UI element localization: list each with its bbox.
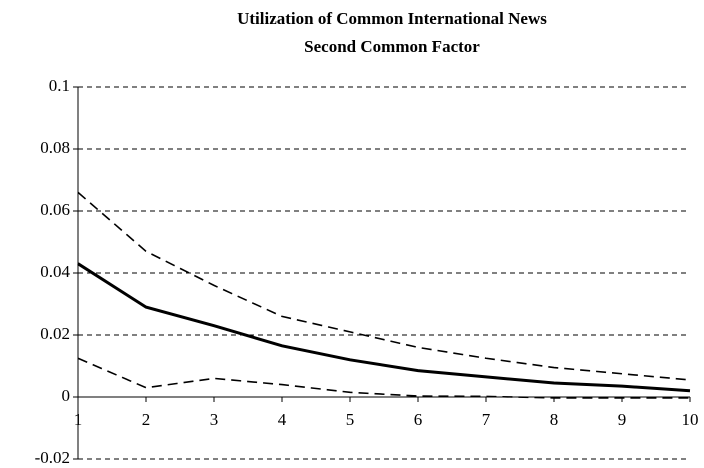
y-tick-label: 0.1 xyxy=(49,76,70,95)
series-line xyxy=(77,191,691,381)
y-tick-label: 0.02 xyxy=(40,324,70,343)
x-tick-label: 5 xyxy=(346,410,355,429)
y-tick-label: 0 xyxy=(62,386,71,405)
y-tick-label: 0.08 xyxy=(40,138,70,157)
x-tick-label: 6 xyxy=(414,410,423,429)
series-line xyxy=(77,357,690,399)
x-tick-label: 8 xyxy=(550,410,559,429)
chart-title: Utilization of Common International News xyxy=(237,9,547,28)
x-tick-label: 2 xyxy=(142,410,151,429)
series-line xyxy=(77,262,691,393)
x-tick-label: 4 xyxy=(278,410,287,429)
x-tick-label: 7 xyxy=(482,410,491,429)
chart-subtitle: Second Common Factor xyxy=(304,37,480,56)
y-tick-label: -0.02 xyxy=(35,448,70,467)
x-tick-label: 9 xyxy=(618,410,627,429)
y-tick-label: 0.04 xyxy=(40,262,70,281)
x-tick-label: 1 xyxy=(74,410,83,429)
y-tick-label: 0.06 xyxy=(40,200,70,219)
x-tick-label: 10 xyxy=(682,410,699,429)
x-tick-label: 3 xyxy=(210,410,219,429)
